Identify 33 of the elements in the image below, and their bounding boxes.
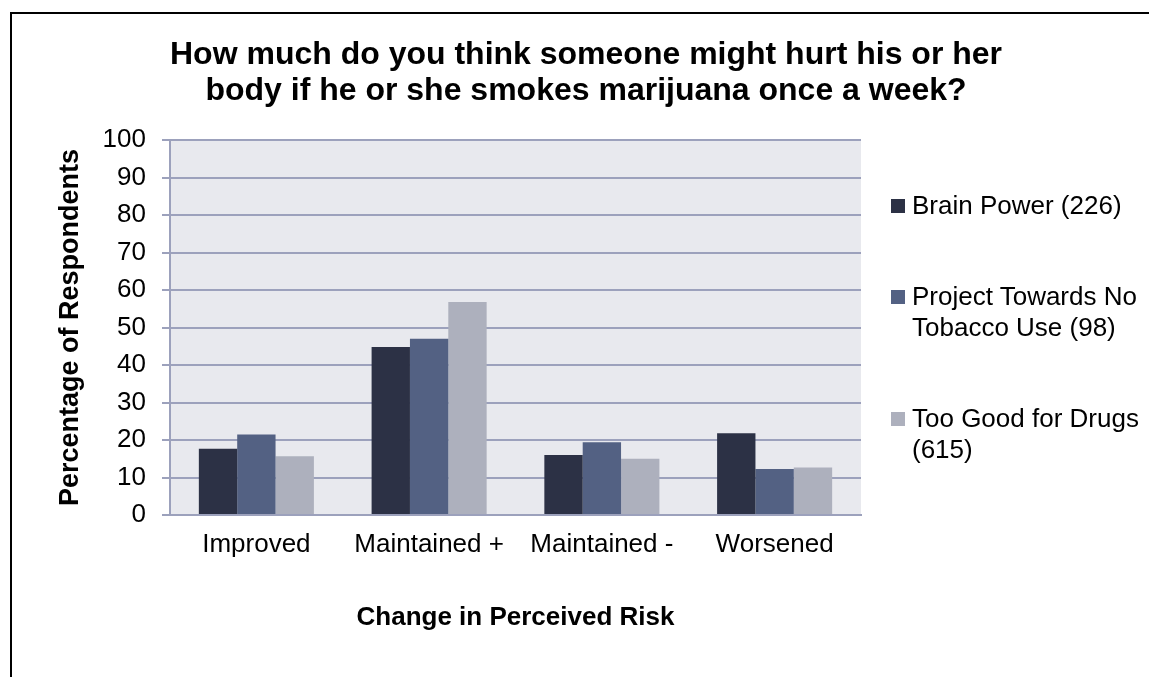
y-tick-label: 90 — [117, 160, 146, 191]
y-tick-label: 60 — [117, 273, 146, 304]
bar — [544, 455, 583, 514]
bar — [717, 433, 756, 514]
x-tick-label: Improved — [202, 527, 311, 558]
bar — [582, 442, 622, 514]
x-axis-title: Change in Perceived Risk — [356, 600, 675, 631]
y-axis-title: Percentage of Respondents — [53, 148, 84, 507]
x-tick-label: Maintained + — [354, 527, 504, 558]
y-tick-label: 70 — [117, 235, 146, 266]
legend-label: Brain Power (226) — [912, 190, 1122, 221]
bar — [621, 458, 660, 514]
bar — [371, 347, 410, 514]
bar — [275, 456, 314, 514]
y-tick-label: 80 — [117, 198, 146, 229]
y-tick-label: 20 — [117, 423, 146, 454]
legend-label: Too Good for Drugs (615) — [912, 403, 1140, 465]
bar — [198, 448, 238, 514]
y-tick-label: 100 — [102, 123, 146, 154]
bar — [755, 468, 794, 514]
bar — [409, 338, 449, 514]
y-tick-label: 40 — [117, 348, 146, 379]
bar — [448, 302, 487, 514]
x-tick-label: Worsened — [715, 527, 834, 558]
chart-title: How much do you think someone might hurt his or her body if he or she smokes marijuana once a week? — [169, 35, 1003, 107]
y-tick-label: 50 — [117, 310, 146, 341]
legend-label: Project Towards No Tobacco Use (98) — [912, 281, 1138, 343]
y-tick-label: 30 — [117, 385, 146, 416]
y-tick-label: 10 — [117, 460, 146, 491]
x-tick-label: Maintained - — [530, 527, 674, 558]
bar — [237, 434, 276, 514]
bar — [793, 467, 833, 514]
y-tick-label: 0 — [131, 498, 146, 529]
